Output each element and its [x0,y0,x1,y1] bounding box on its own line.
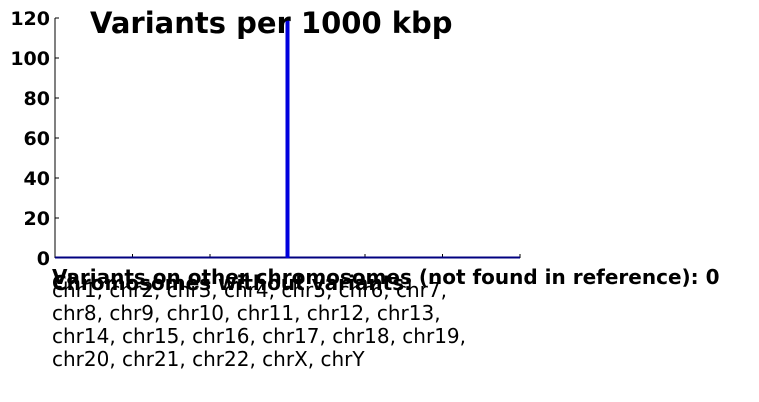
y-tick-label-5: 100 [10,48,50,70]
y-tick-label-3: 60 [24,128,50,150]
y-tick-label-2: 40 [24,168,50,190]
chromosomes-without-variants-list: chr1, chr2, chr3, chr4, chr5, chr6, chr7… [52,278,466,371]
y-tick-label-6: 120 [10,8,50,30]
series-group [55,18,520,259]
y-tick-label-0: 0 [37,248,50,270]
y-tick-label-1: 20 [24,208,50,230]
other-chromosomes-text: Variants on other chromosomes (not found… [52,265,720,289]
y-ticks-group: 0 20 40 60 80 100 120 [10,8,59,270]
chart-title: Variants per 1000 kbp [90,6,453,40]
y-tick-label-4: 80 [24,88,50,110]
chromosomes-without-variants-heading: Chromosomes without variants: [52,271,413,295]
